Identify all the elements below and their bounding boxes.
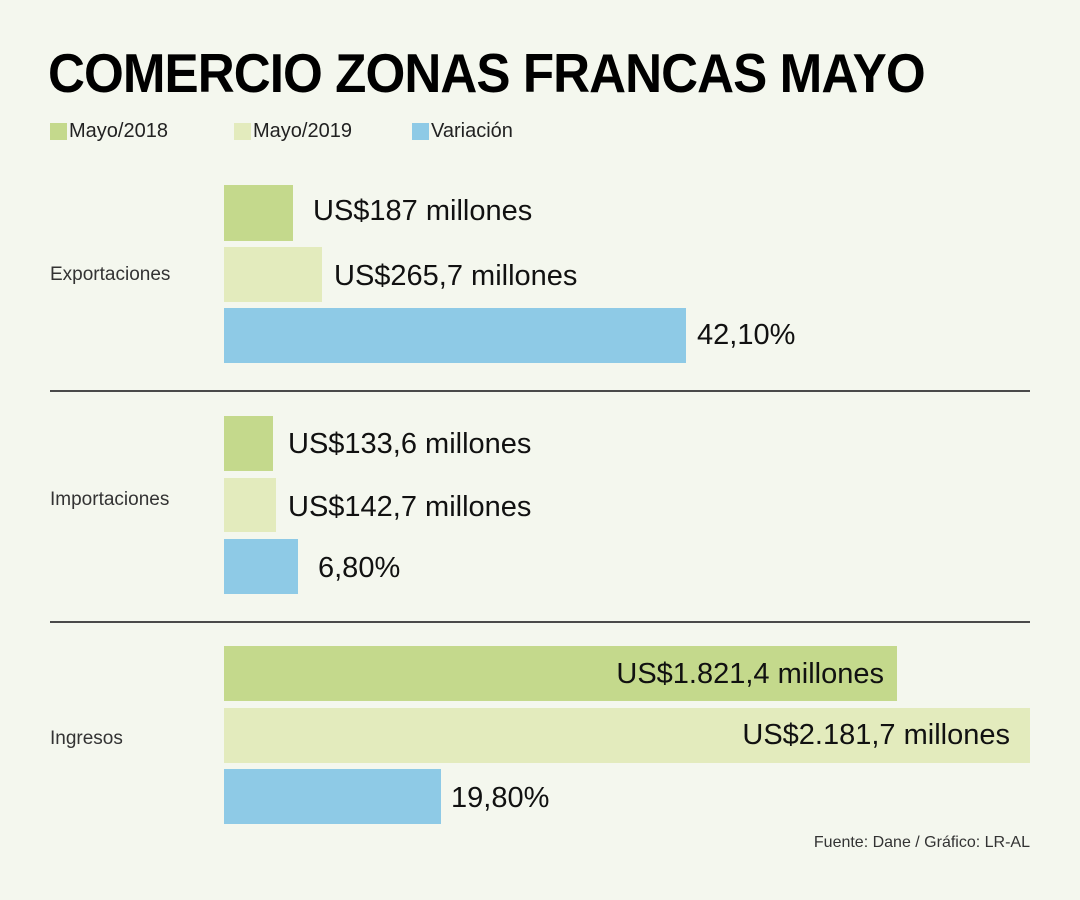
bar-exportaciones-2019 [224, 247, 322, 302]
bar-importaciones-variacion [224, 539, 298, 594]
legend-swatch-variacion-icon [412, 123, 429, 140]
category-label-importaciones: Importaciones [50, 489, 170, 510]
value-importaciones-variacion: 6,80% [318, 552, 401, 584]
bar-exportaciones-2018 [224, 185, 293, 241]
divider [50, 621, 1030, 623]
chart-title: COMERCIO ZONAS FRANCAS MAYO [48, 42, 926, 104]
value-ingresos-2019: US$2.181,7 millones [742, 719, 1010, 751]
source-note: Fuente: Dane / Gráfico: LR-AL [813, 834, 1030, 851]
value-ingresos-2018: US$1.821,4 millones [616, 658, 884, 690]
value-importaciones-2018: US$133,6 millones [288, 428, 532, 460]
value-importaciones-2019: US$142,7 millones [288, 491, 532, 523]
category-label-ingresos: Ingresos [50, 728, 123, 749]
legend-label: Variación [431, 120, 513, 142]
bar-exportaciones-variacion [224, 308, 686, 363]
legend-item-mayo-2018: Mayo/2018 [50, 120, 168, 143]
value-exportaciones-variacion: 42,10% [697, 319, 796, 351]
bar-importaciones-2019 [224, 478, 276, 532]
legend-swatch-mayo-2019-icon [234, 123, 251, 140]
legend-label: Mayo/2019 [253, 120, 352, 142]
category-label-exportaciones: Exportaciones [50, 264, 171, 285]
value-exportaciones-2018: US$187 millones [313, 195, 533, 227]
bar-ingresos-2018 [224, 646, 897, 701]
legend-swatch-mayo-2018-icon [50, 123, 67, 140]
legend-label: Mayo/2018 [69, 120, 168, 142]
legend-item-mayo-2019: Mayo/2019 [234, 120, 352, 143]
bar-importaciones-2018 [224, 416, 273, 471]
value-exportaciones-2019: US$265,7 millones [334, 260, 578, 292]
bar-ingresos-variacion [224, 769, 441, 824]
divider [50, 390, 1030, 392]
legend-item-variacion: Variación [412, 120, 513, 143]
bar-ingresos-2019 [224, 708, 1030, 763]
value-ingresos-variacion: 19,80% [451, 782, 550, 814]
